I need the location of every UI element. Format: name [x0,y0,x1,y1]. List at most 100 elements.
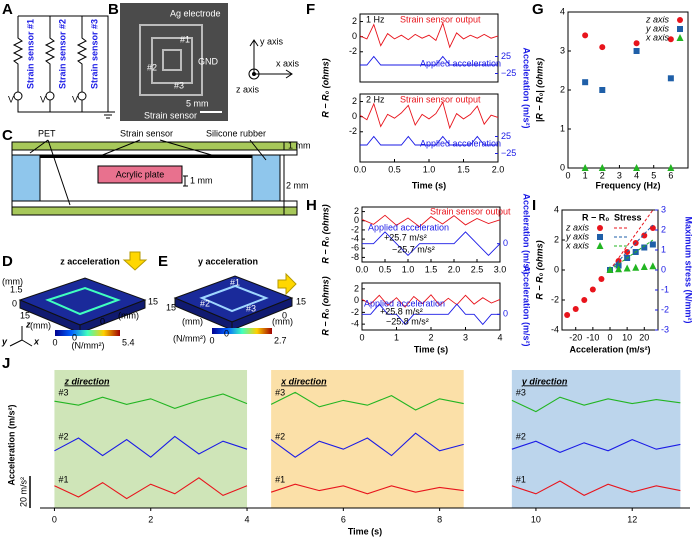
y2-tick-label: −25 [501,68,516,78]
trace [54,477,681,500]
electrode-inner [151,37,193,84]
panel-label: H [306,197,317,214]
legend-entry: x axis [565,240,590,250]
axis-unit: (mm) [2,276,23,286]
acrylic-plate [97,165,183,184]
sensor-label: #2 [200,298,210,308]
leader [29,139,285,215]
wire [18,15,115,119]
panel-label: G [532,1,544,18]
y-tick-label: 0 [352,31,357,41]
y-tick-label: -4 [551,324,559,334]
region-title: z direction [63,376,110,386]
x-tick-label: 0 [565,170,570,180]
x-tick-label: 6 [668,170,673,180]
source-label: V [40,94,46,104]
axis-unit: (mm) [118,310,139,320]
annotation: +25.7 m/s² [384,232,427,242]
channel-label: #3 [275,387,285,397]
y-axis-label: |R − R₀| (ohms) [534,58,544,122]
axis-tick: 1.5 [10,284,23,294]
photo-label: 5 mm [186,98,209,108]
y-tick-label: 0 [554,264,559,274]
sensor-label: Strain sensor #3 [89,19,99,89]
y-tick-label: 2 [352,16,357,26]
colorbar-label: 5.4 [122,337,135,347]
x-tick-label: 2 [148,514,153,524]
y-tick-label: 1 [560,123,565,133]
y2-tick-label: -3 [661,324,669,334]
axis-unit: (mm) [182,316,203,326]
channel-label: #2 [58,431,68,441]
x-tick-label: 4 [497,332,502,342]
channel-label: #1 [58,474,68,484]
axis-tick: 15 [296,296,306,306]
scale-bar-label: 20 m/s² [18,477,28,507]
trace [359,101,499,130]
sensor-label: Strain sensor #1 [25,19,35,89]
annotation: 2 Hz [366,94,385,104]
y2-tick-label: 3 [661,204,666,214]
x-tick-label: 1 [394,332,399,342]
marker [598,276,605,282]
y-tick-label: -2 [351,224,359,234]
y-tick-label: 2 [560,84,565,94]
y2-tick-label: −25 [501,148,516,158]
trace [359,21,499,49]
diagram-label: Acrylic plate [116,169,165,179]
axis-name: y axis [260,36,284,46]
annotation: −25.7 m/s² [392,244,435,254]
x-tick-label: 1 [583,170,588,180]
trace [361,214,501,228]
source-label: V [72,94,78,104]
dimension: 1 mm [190,175,213,185]
panel-label: E [158,253,168,270]
annotation: −25.8 m/s² [386,316,429,326]
x-tick-label: -20 [569,332,582,342]
x-tick-label: 4 [245,514,250,524]
legend-marker [676,34,684,41]
region [54,370,248,508]
axis-tick: 15 [166,302,176,312]
legend-entry: x axis [645,32,670,42]
marker [667,36,674,43]
panel-label: A [2,1,13,18]
x-tick-label: 6 [341,514,346,524]
plot-frame [359,13,499,83]
arrow [277,272,297,296]
series-label: Strain sensor output [400,94,481,104]
y-tick-label: 2 [354,206,359,216]
x-tick-label: 2 [428,332,433,342]
axis-arrow [249,39,293,79]
pet-layer [11,200,298,208]
y-tick-label: 0 [560,162,565,172]
marker [599,44,606,51]
y2-tick-label: 0 [503,309,508,319]
diagram-label: PET [38,128,56,138]
y-tick-label: 4 [560,6,565,16]
axis-unit: (mm) [272,316,293,326]
x-tick-label: 0 [359,332,364,342]
electrode-core [162,49,182,71]
axis-tick: 15 [20,310,30,320]
x-tick-label: 0.0 [354,164,367,174]
axis-tick: 0 [100,316,105,326]
marker [615,265,623,273]
trace [362,231,501,257]
marker [589,286,596,293]
photo-label: GND [198,56,219,66]
marker [640,263,648,270]
panel-label: B [108,1,119,18]
channel-label: #1 [516,474,526,484]
legend-entry: z axis [645,14,670,24]
z-axis-dot [252,72,256,76]
marker [632,263,640,271]
y-tick-label: 2 [352,96,357,106]
y-tick-label: 2 [354,283,359,293]
colorbar [212,328,272,334]
x-tick-label: -10 [586,332,599,342]
marker [641,232,648,239]
series-label: Applied acceleration [364,298,445,308]
stress-ring [45,286,121,316]
sim-title: z acceleration [60,256,120,266]
